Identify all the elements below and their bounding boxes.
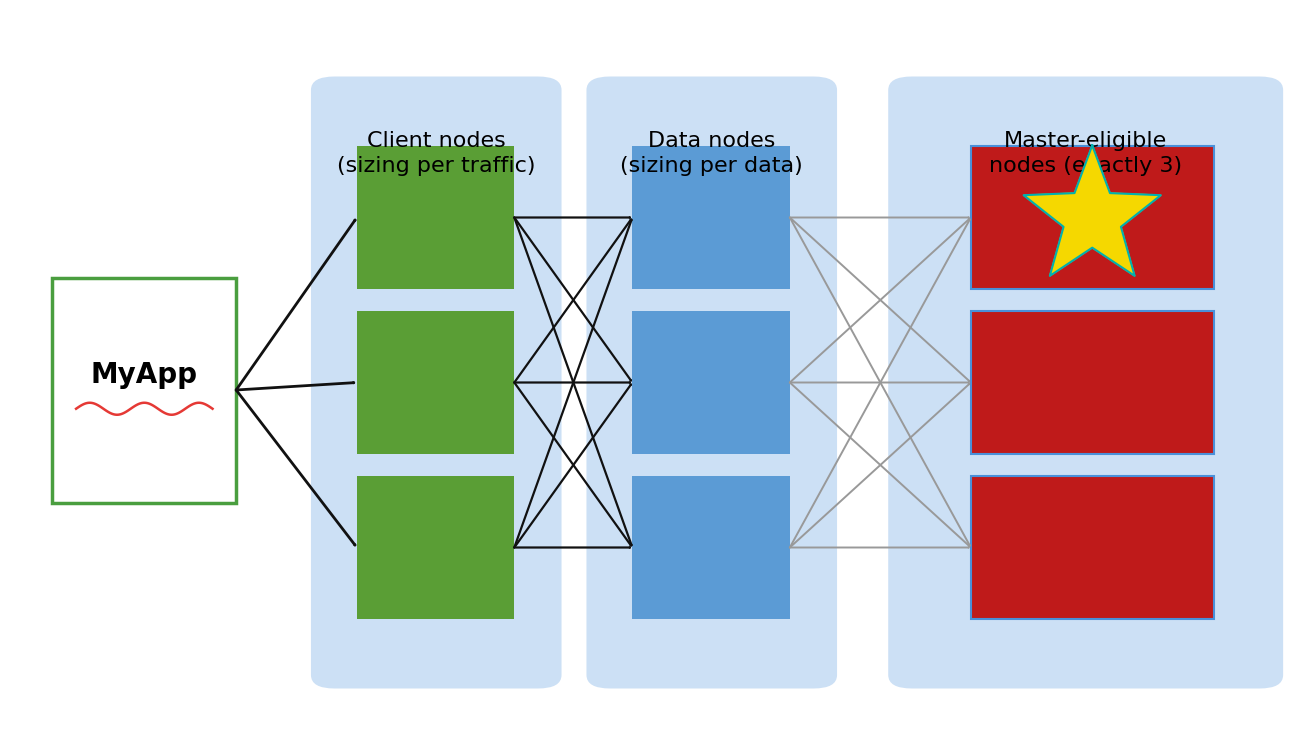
Bar [632, 476, 790, 619]
FancyBboxPatch shape [586, 76, 837, 688]
FancyBboxPatch shape [311, 76, 562, 688]
Text: Client nodes
(sizing per traffic): Client nodes (sizing per traffic) [337, 131, 535, 176]
FancyBboxPatch shape [888, 76, 1283, 688]
Text: MyApp: MyApp [91, 361, 198, 389]
Bar [357, 146, 514, 289]
Text: Master-eligible
nodes (exactly 3): Master-eligible nodes (exactly 3) [989, 131, 1182, 176]
Bar [357, 476, 514, 619]
Bar [632, 311, 790, 454]
Bar [971, 146, 1214, 289]
Bar [971, 311, 1214, 454]
Polygon shape [1023, 146, 1161, 276]
Bar [971, 476, 1214, 619]
Bar [357, 311, 514, 454]
Text: Data nodes
(sizing per data): Data nodes (sizing per data) [621, 131, 803, 176]
Bar [52, 278, 236, 502]
Bar [632, 146, 790, 289]
